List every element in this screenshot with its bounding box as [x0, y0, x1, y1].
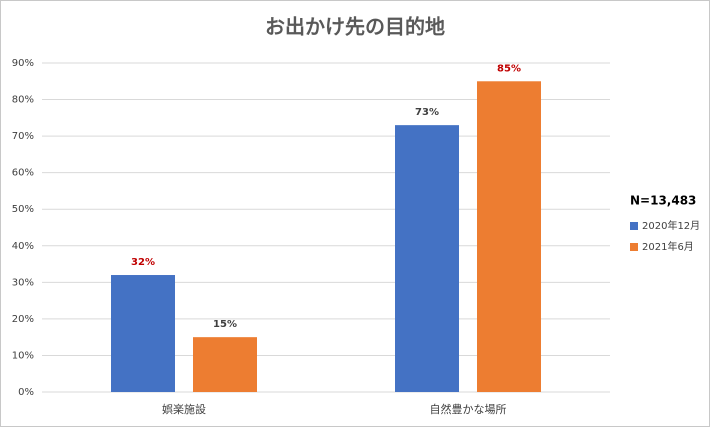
- annotation: N=13,483: [630, 194, 696, 208]
- x-tick-label: 自然豊かな場所: [430, 402, 507, 416]
- value-label: 85%: [497, 63, 521, 74]
- value-label: 32%: [131, 257, 155, 268]
- chart-title: お出かけ先の目的地: [265, 15, 445, 39]
- value-label: 15%: [213, 319, 237, 330]
- legend-label: 2021年6月: [642, 240, 694, 253]
- y-tick-label: 90%: [12, 58, 34, 69]
- legend-label: 2020年12月: [642, 219, 700, 232]
- y-tick-label: 40%: [12, 241, 34, 252]
- bar: [193, 337, 257, 392]
- x-tick-label: 娯楽施設: [162, 402, 206, 416]
- y-tick-label: 10%: [12, 350, 34, 361]
- value-label: 73%: [415, 107, 439, 118]
- y-tick-label: 0%: [18, 387, 34, 398]
- y-tick-label: 70%: [12, 131, 34, 142]
- y-tick-label: 30%: [12, 277, 34, 288]
- y-tick-label: 80%: [12, 95, 34, 106]
- y-tick-label: 50%: [12, 204, 34, 215]
- bar: [395, 125, 459, 393]
- bar: [477, 81, 541, 393]
- legend-swatch: [630, 222, 638, 230]
- legend-swatch: [630, 243, 638, 251]
- y-tick-label: 20%: [12, 314, 34, 325]
- bar: [111, 275, 175, 392]
- y-tick-label: 60%: [12, 168, 34, 179]
